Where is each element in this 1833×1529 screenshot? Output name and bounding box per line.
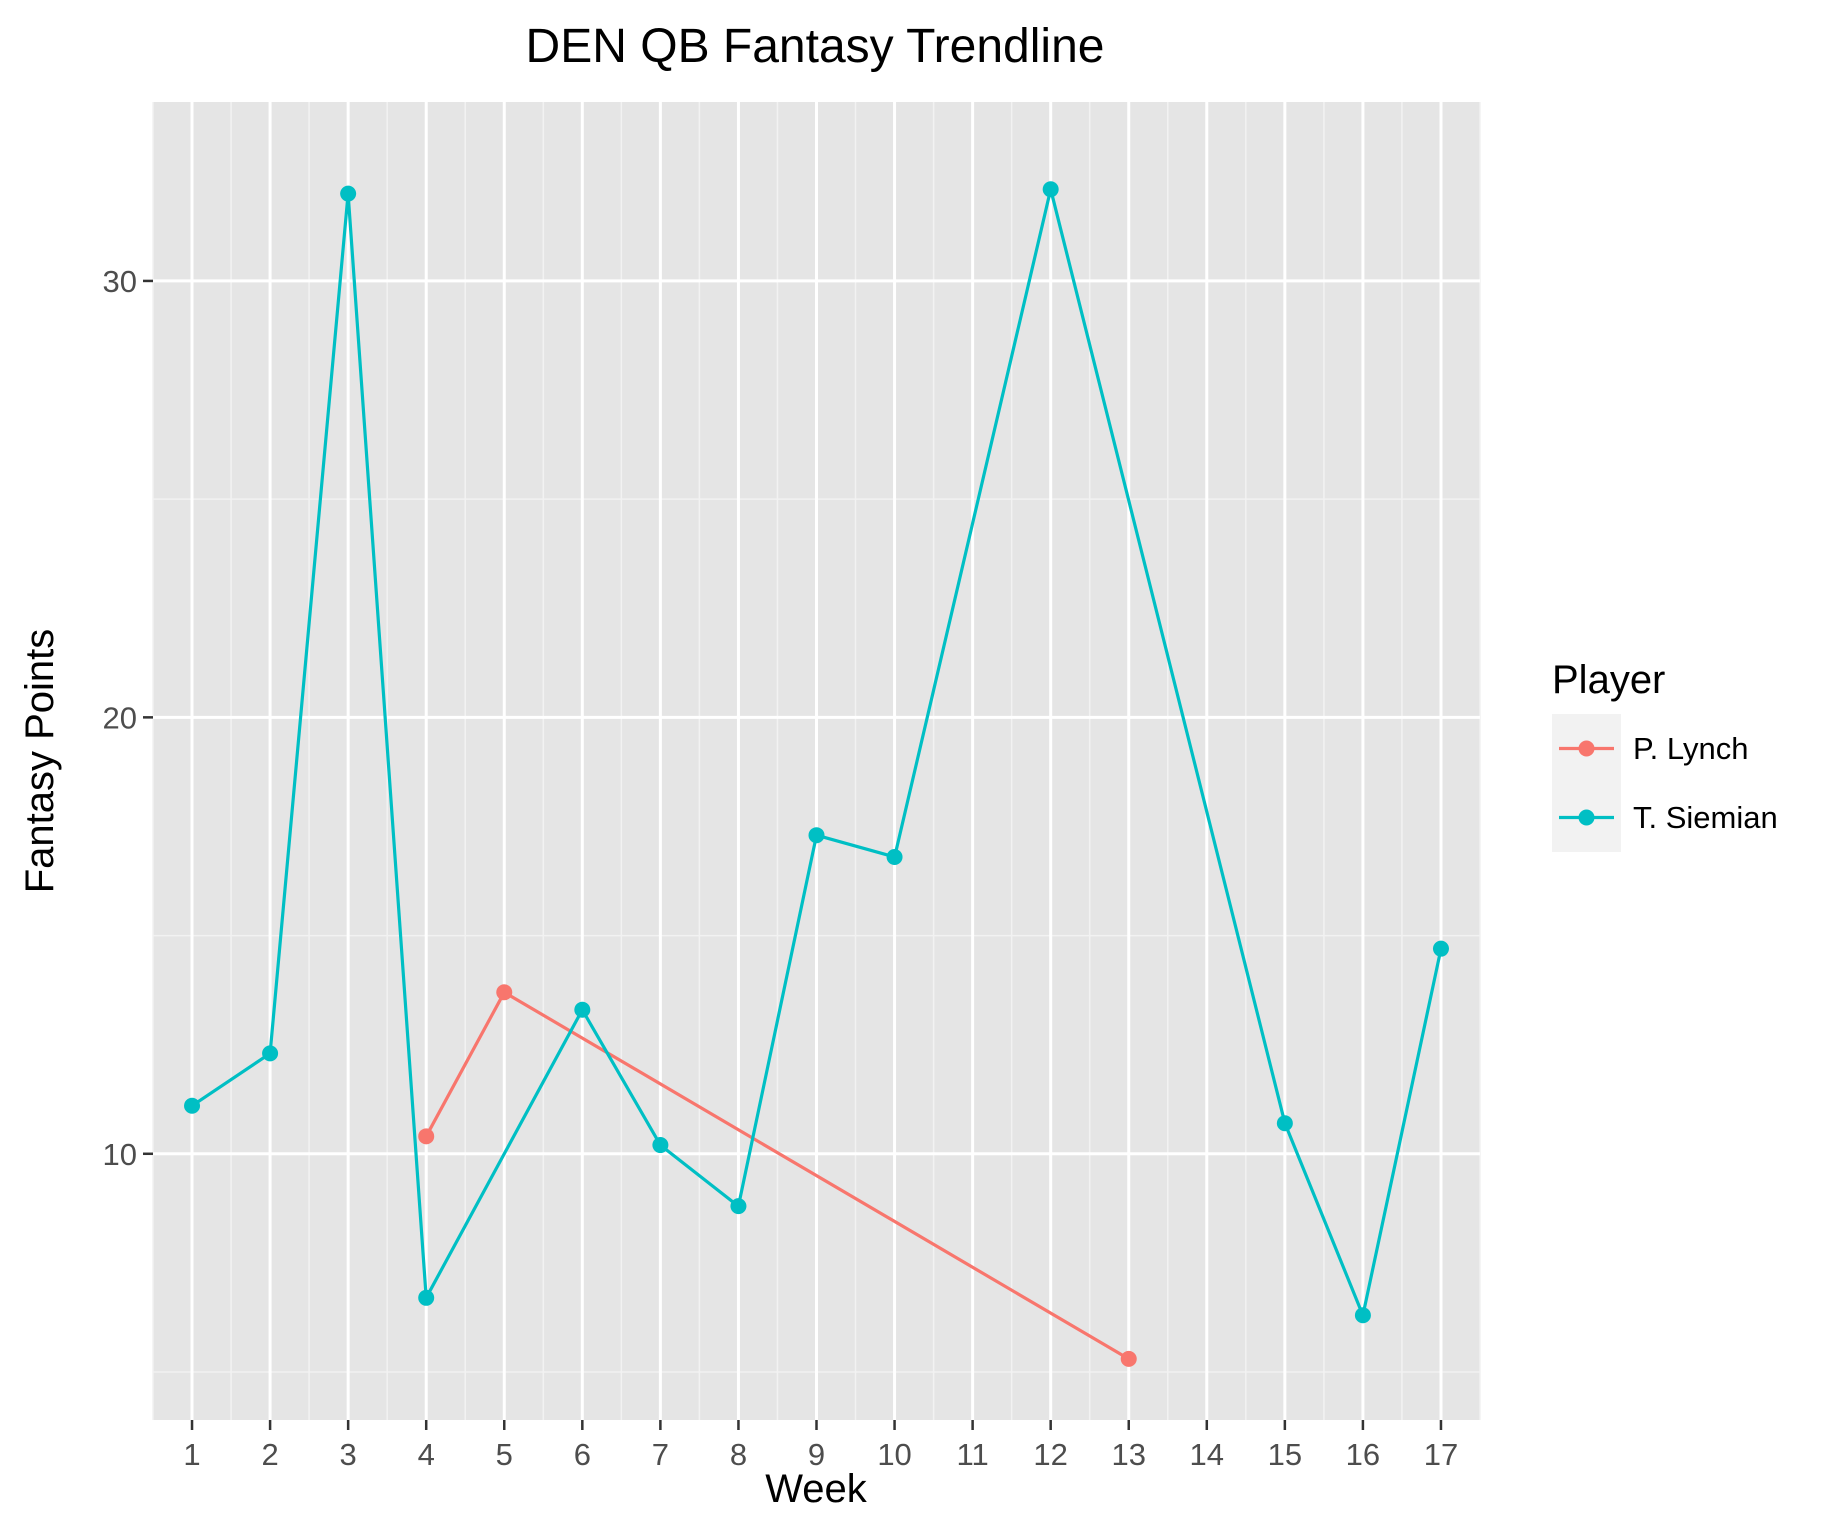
x-tick-label: 17 <box>1424 1437 1458 1472</box>
x-tick-label: 11 <box>957 1437 989 1472</box>
data-point <box>1042 181 1059 198</box>
x-tick-label: 12 <box>1033 1437 1067 1472</box>
data-point <box>808 827 825 844</box>
data-point <box>1120 1350 1137 1367</box>
minor-gridlines <box>152 102 1481 1420</box>
data-point <box>1354 1307 1371 1324</box>
x-tick-label: 1 <box>183 1437 200 1472</box>
data-point <box>262 1045 279 1062</box>
legend-label: T. Siemian <box>1633 800 1778 835</box>
x-tick-label: 8 <box>730 1437 747 1472</box>
y-axis: 10 20 30 <box>103 264 153 1172</box>
legend-title: Player <box>1552 658 1665 702</box>
x-tick-label: 4 <box>418 1437 435 1472</box>
x-tick-label: 15 <box>1268 1437 1302 1472</box>
x-tick-label: 13 <box>1111 1437 1145 1472</box>
legend-label: P. Lynch <box>1633 731 1748 766</box>
x-tick-label: 9 <box>808 1437 825 1472</box>
legend-key-point <box>1578 740 1595 757</box>
x-tick-label: 5 <box>496 1437 513 1472</box>
data-point <box>418 1128 435 1145</box>
x-tick-label: 2 <box>261 1437 278 1472</box>
data-point <box>574 1001 591 1018</box>
data-point <box>886 849 903 866</box>
x-tick-label: 14 <box>1190 1437 1224 1472</box>
series-layer <box>184 181 1449 1367</box>
y-tick-label: 10 <box>103 1137 137 1172</box>
data-point <box>184 1097 201 1114</box>
y-axis-title: Fantasy Points <box>18 629 62 894</box>
x-tick-label: 3 <box>340 1437 357 1472</box>
legend-key-point <box>1578 809 1595 826</box>
x-tick-label: 16 <box>1346 1437 1380 1472</box>
data-point <box>730 1198 747 1215</box>
data-point <box>652 1137 669 1154</box>
major-gridlines <box>153 102 1480 1420</box>
data-point <box>418 1289 435 1306</box>
chart-title: DEN QB Fantasy Trendline <box>526 20 1105 73</box>
x-axis: 1 2 3 4 5 6 7 8 9 10 11 12 13 14 15 16 17 <box>183 1420 1458 1472</box>
x-tick-label: 7 <box>652 1437 669 1472</box>
data-point <box>340 185 357 202</box>
y-tick-label: 20 <box>103 700 137 735</box>
x-tick-label: 10 <box>877 1437 911 1472</box>
data-point <box>1276 1115 1293 1132</box>
legend: Player P. Lynch T. Siemian <box>1552 658 1778 852</box>
y-tick-label: 30 <box>103 264 137 299</box>
data-point <box>496 984 513 1001</box>
x-tick-label: 6 <box>574 1437 591 1472</box>
x-axis-title: Week <box>765 1467 868 1511</box>
data-point <box>1432 940 1449 957</box>
